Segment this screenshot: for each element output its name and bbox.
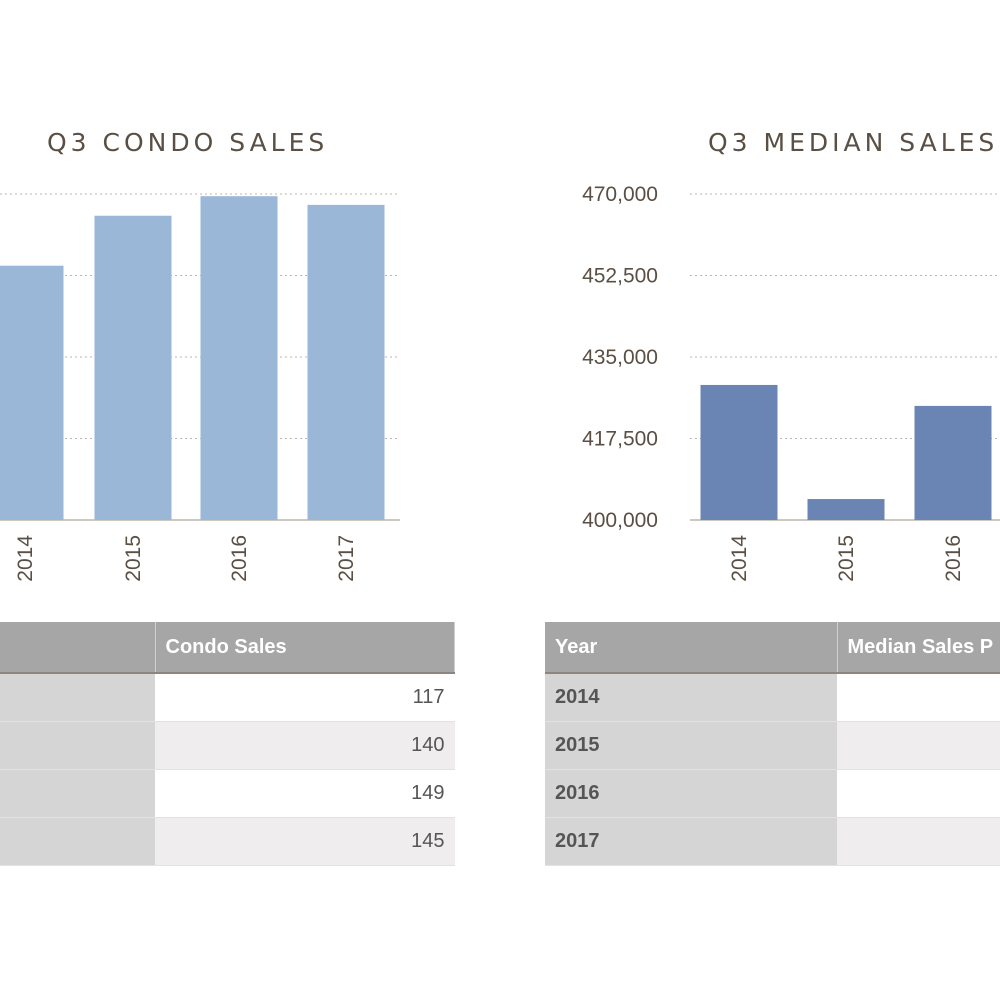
- year-cell: [0, 817, 155, 866]
- bar-2014: [0, 265, 64, 520]
- y-tick-label: 470,000: [582, 183, 658, 206]
- year-cell: [0, 673, 155, 722]
- bar-2015: [94, 215, 172, 520]
- table-row: 2016: [545, 769, 1000, 818]
- table-row: 2015: [545, 721, 1000, 770]
- table-header-row: Year Median Sales P: [545, 622, 1000, 674]
- table-row: 149: [0, 769, 455, 818]
- year-cell: 2016: [545, 769, 837, 818]
- x-tick-label: 2014: [728, 535, 751, 582]
- median-sales-cell: [837, 721, 1000, 770]
- table-header-year: [0, 622, 156, 674]
- year-cell: [0, 769, 155, 818]
- x-tick-label: 2016: [942, 535, 965, 582]
- y-tick-label: 435,000: [582, 346, 658, 369]
- table-header-year: Year: [545, 622, 838, 674]
- bar-2015: [807, 499, 885, 520]
- x-tick-label: 2014: [14, 535, 37, 582]
- median-sales-table: Year Median Sales P 2014 2015 2016 2017: [545, 622, 1000, 866]
- median-sales-chart: 400,000 417,500 435,000 452,500 470,000 2014 2…: [582, 183, 1000, 582]
- table-row: 2014: [545, 673, 1000, 722]
- year-cell: 2017: [545, 817, 837, 866]
- condo-sales-cell: 145: [155, 817, 455, 866]
- x-tick-label: 2016: [228, 535, 251, 582]
- bar-2017: [307, 204, 385, 520]
- condo-sales-table: Condo Sales 117 140 149 145: [0, 622, 455, 866]
- table-header-row: Condo Sales: [0, 622, 455, 674]
- condo-sales-chart: 2014 2015 2016 2017: [0, 193, 400, 582]
- condo-sales-cell: 117: [155, 673, 455, 722]
- y-tick-label: 400,000: [582, 509, 658, 532]
- table-row: 145: [0, 817, 455, 866]
- x-tick-label: 2017: [335, 535, 358, 582]
- condo-sales-chart-title: Q3 CONDO SALES: [47, 128, 329, 157]
- median-sales-cell: [837, 769, 1000, 818]
- bar-2014: [700, 384, 778, 520]
- year-cell: [0, 721, 155, 770]
- x-tick-label: 2015: [835, 535, 858, 582]
- median-sales-cell: [837, 673, 1000, 722]
- condo-sales-cell: 149: [155, 769, 455, 818]
- table-row: 117: [0, 673, 455, 722]
- median-sales-cell: [837, 817, 1000, 866]
- year-cell: 2015: [545, 721, 837, 770]
- table-header-condo-sales: Condo Sales: [155, 622, 455, 674]
- table-header-median-sales-price: Median Sales P: [837, 622, 1000, 674]
- x-tick-label: 2015: [122, 535, 145, 582]
- condo-sales-cell: 140: [155, 721, 455, 770]
- year-cell: 2014: [545, 673, 837, 722]
- table-row: 140: [0, 721, 455, 770]
- median-sales-chart-title: Q3 MEDIAN SALES: [708, 128, 999, 157]
- y-tick-label: 417,500: [582, 428, 658, 451]
- y-tick-label: 452,500: [582, 265, 658, 288]
- table-row: 2017: [545, 817, 1000, 866]
- bar-2016: [914, 405, 992, 520]
- bar-2016: [200, 196, 278, 520]
